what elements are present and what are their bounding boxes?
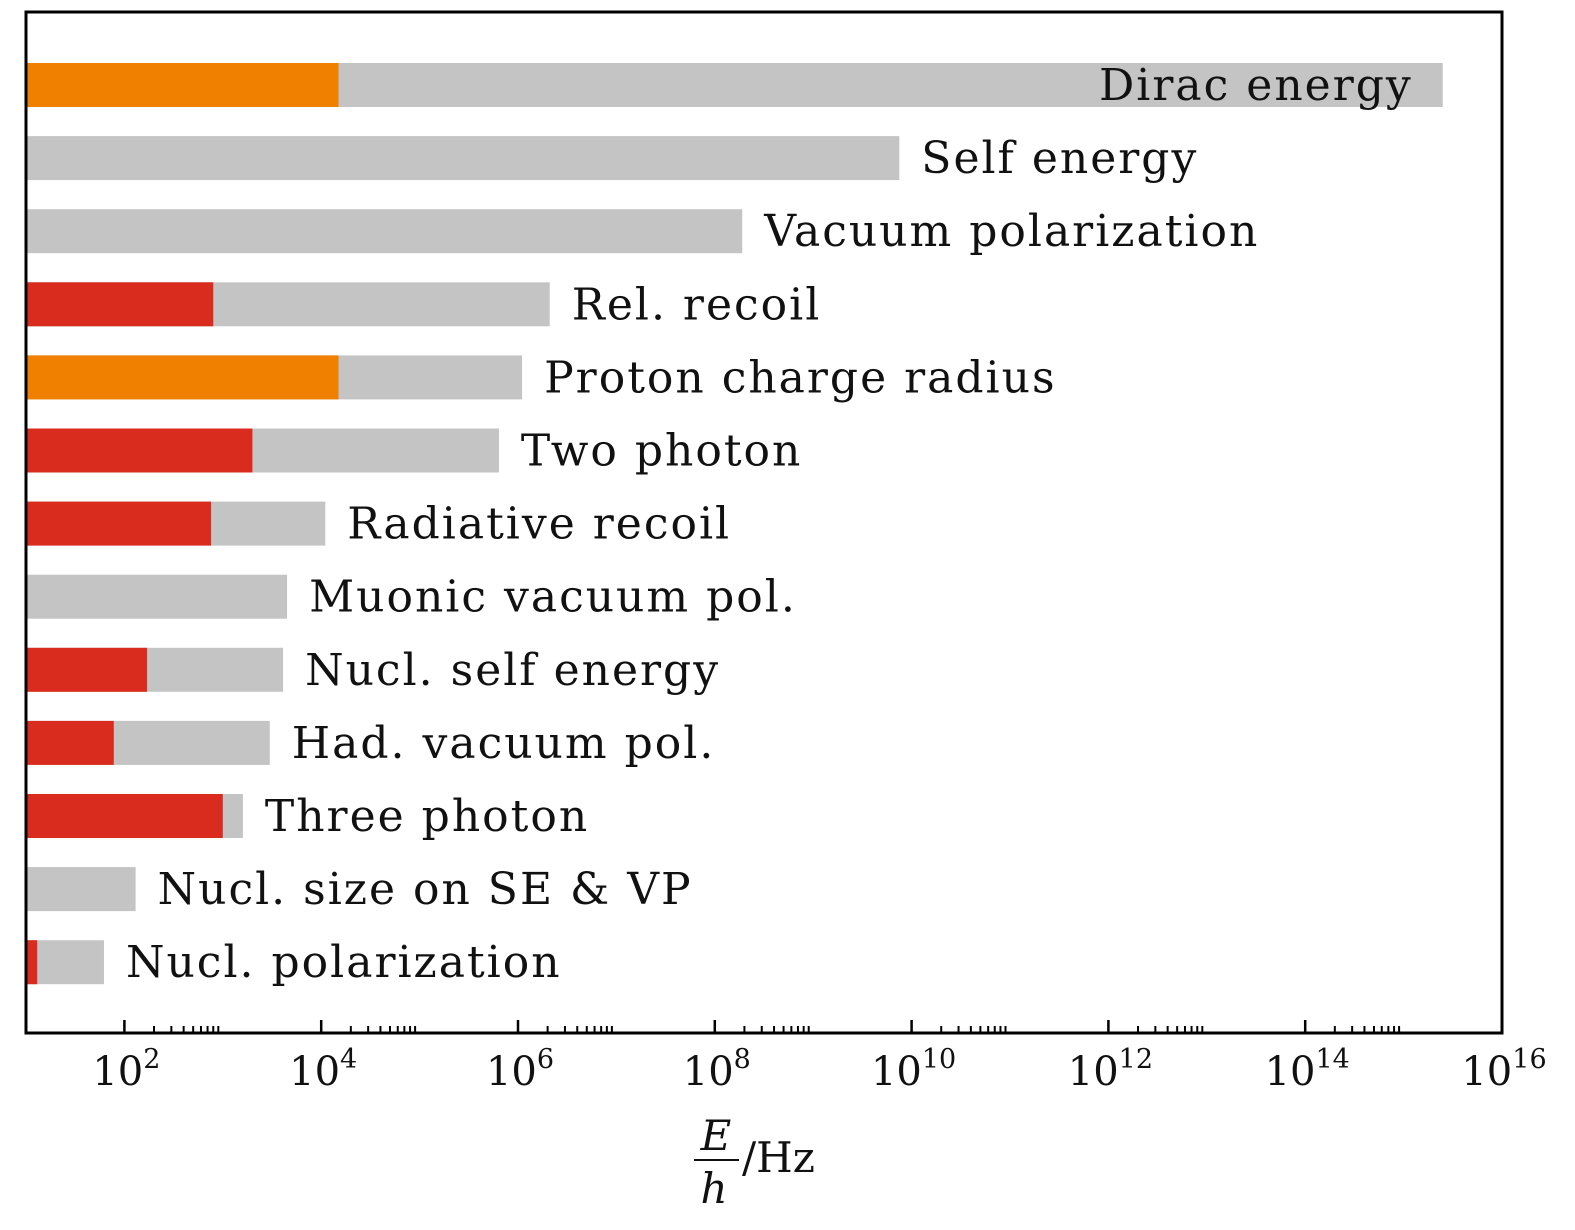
bar-segment-had-vacuum-pol (27, 720, 114, 765)
bar-label-nucl-polarization: Nucl. polarization (126, 937, 562, 988)
x-tick-label-1e4: 104 (289, 1044, 357, 1095)
bar-nucl-size-on-se-vp (27, 867, 136, 912)
bar-segment-nucl-self-energy (27, 647, 148, 692)
bar-segment-radiative-recoil (27, 501, 212, 546)
x-tick-label-1e10: 1010 (871, 1044, 956, 1095)
bar-label-nucl-self-energy: Nucl. self energy (305, 645, 720, 696)
bar-segment-proton-charge-radius (27, 355, 339, 400)
bar-nucl-polarization (27, 940, 104, 985)
bar-label-nucl-size-on-se-vp: Nucl. size on SE & VP (158, 864, 693, 915)
bar-muonic-vacuum-pol (27, 574, 288, 619)
bar-label-muonic-vacuum-pol: Muonic vacuum pol. (309, 572, 797, 623)
x-axis-label-denominator: h (700, 1164, 727, 1213)
bar-label-self-energy: Self energy (921, 133, 1198, 184)
bars-layer (27, 63, 1443, 985)
x-axis-label: E h /Hz (694, 1111, 815, 1213)
x-axis-label-unit: /Hz (742, 1133, 815, 1182)
bar-labels-layer: Dirac energy Self energy Vacuum polarizati… (126, 60, 1413, 988)
bar-segment-dirac-energy (27, 63, 339, 107)
bar-label-radiative-recoil: Radiative recoil (347, 499, 731, 550)
x-tick-label-1e12: 1012 (1068, 1044, 1153, 1095)
bar-label-dirac-energy: Dirac energy (1099, 60, 1413, 111)
bar-label-two-photon: Two photon (521, 426, 802, 477)
bar-label-three-photon: Three photon (265, 791, 589, 842)
bar-label-had-vacuum-pol: Had. vacuum pol. (292, 718, 716, 769)
bar-segment-three-photon (27, 794, 223, 838)
bar-segment-two-photon (27, 428, 253, 473)
plot-frame (24, 10, 1504, 1035)
x-axis-ticks (123, 1020, 1401, 1033)
bar-label-rel-recoil: Rel. recoil (572, 279, 822, 330)
bar-vacuum-polarization (27, 209, 743, 254)
bar-segment-nucl-polarization (27, 940, 38, 985)
x-tick-label-1e16: 1016 (1461, 1044, 1546, 1095)
x-axis-tick-labels: 102 104 106 108 1010 1012 1014 1016 (92, 1044, 1546, 1095)
x-tick-label-1e8: 108 (683, 1044, 751, 1095)
bar-label-vacuum-polarization: Vacuum polarization (763, 206, 1259, 257)
x-axis-label-numerator: E (700, 1111, 732, 1160)
bar-segment-rel-recoil (27, 282, 214, 327)
bar-self-energy (27, 136, 900, 181)
x-tick-label-1e14: 1014 (1265, 1044, 1350, 1095)
x-tick-label-1e6: 106 (486, 1044, 554, 1095)
bar-label-proton-charge-radius: Proton charge radius (544, 352, 1056, 403)
x-tick-label-1e2: 102 (92, 1044, 160, 1095)
